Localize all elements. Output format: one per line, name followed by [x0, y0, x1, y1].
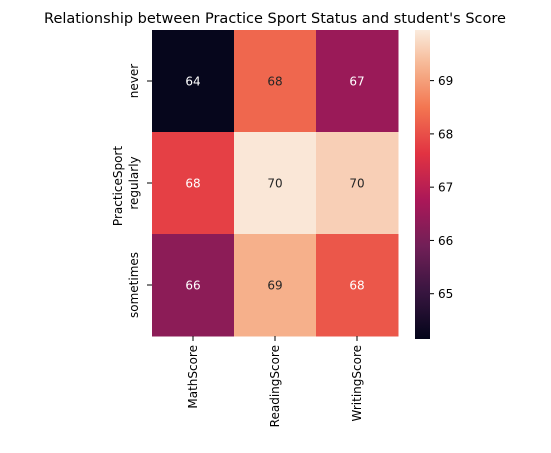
x-tick-label: ReadingScore — [268, 345, 282, 427]
cell-value-label: 70 — [349, 177, 364, 191]
y-tick-labels: never regularly sometimes — [127, 64, 152, 318]
colorbar-tick-label: 69 — [438, 74, 453, 88]
heatmap-cell — [152, 30, 235, 133]
y-tick-label: never — [127, 64, 141, 98]
cell-value-label: 67 — [349, 75, 364, 89]
chart-title: Relationship between Practice Sport Stat… — [44, 11, 506, 27]
colorbar: 65 66 67 68 69 — [415, 30, 453, 339]
colorbar-tick-label: 68 — [438, 127, 453, 141]
cell-value-label: 66 — [185, 279, 200, 293]
heatmap-cell — [316, 132, 399, 235]
heatmap-cell — [234, 132, 317, 235]
y-tick-label: sometimes — [127, 252, 141, 318]
x-tick-label: WritingScore — [350, 345, 364, 421]
heatmap-cells: 64 68 67 68 70 70 66 69 68 — [152, 30, 399, 337]
colorbar-tick-label: 67 — [438, 181, 453, 195]
colorbar-tick-label: 65 — [438, 287, 453, 301]
cell-value-label: 68 — [267, 75, 282, 89]
cell-value-label: 68 — [349, 279, 364, 293]
heatmap-cell — [152, 234, 235, 337]
y-axis-label: PracticeSport — [111, 146, 125, 226]
x-tick-label: MathScore — [186, 345, 200, 409]
heatmap-cell — [316, 30, 399, 133]
cell-value-label: 70 — [267, 177, 282, 191]
cell-value-label: 69 — [267, 279, 282, 293]
colorbar-gradient — [415, 30, 430, 339]
heatmap-cell — [234, 234, 317, 337]
cell-value-label: 68 — [185, 177, 200, 191]
y-tick-label: regularly — [127, 156, 141, 209]
cell-value-label: 64 — [185, 75, 200, 89]
heatmap-cell — [152, 132, 235, 235]
heatmap-cell — [316, 234, 399, 337]
colorbar-tick-label: 66 — [438, 234, 453, 248]
heatmap-cell — [234, 30, 317, 133]
x-tick-labels: MathScore ReadingScore WritingScore — [186, 336, 364, 427]
